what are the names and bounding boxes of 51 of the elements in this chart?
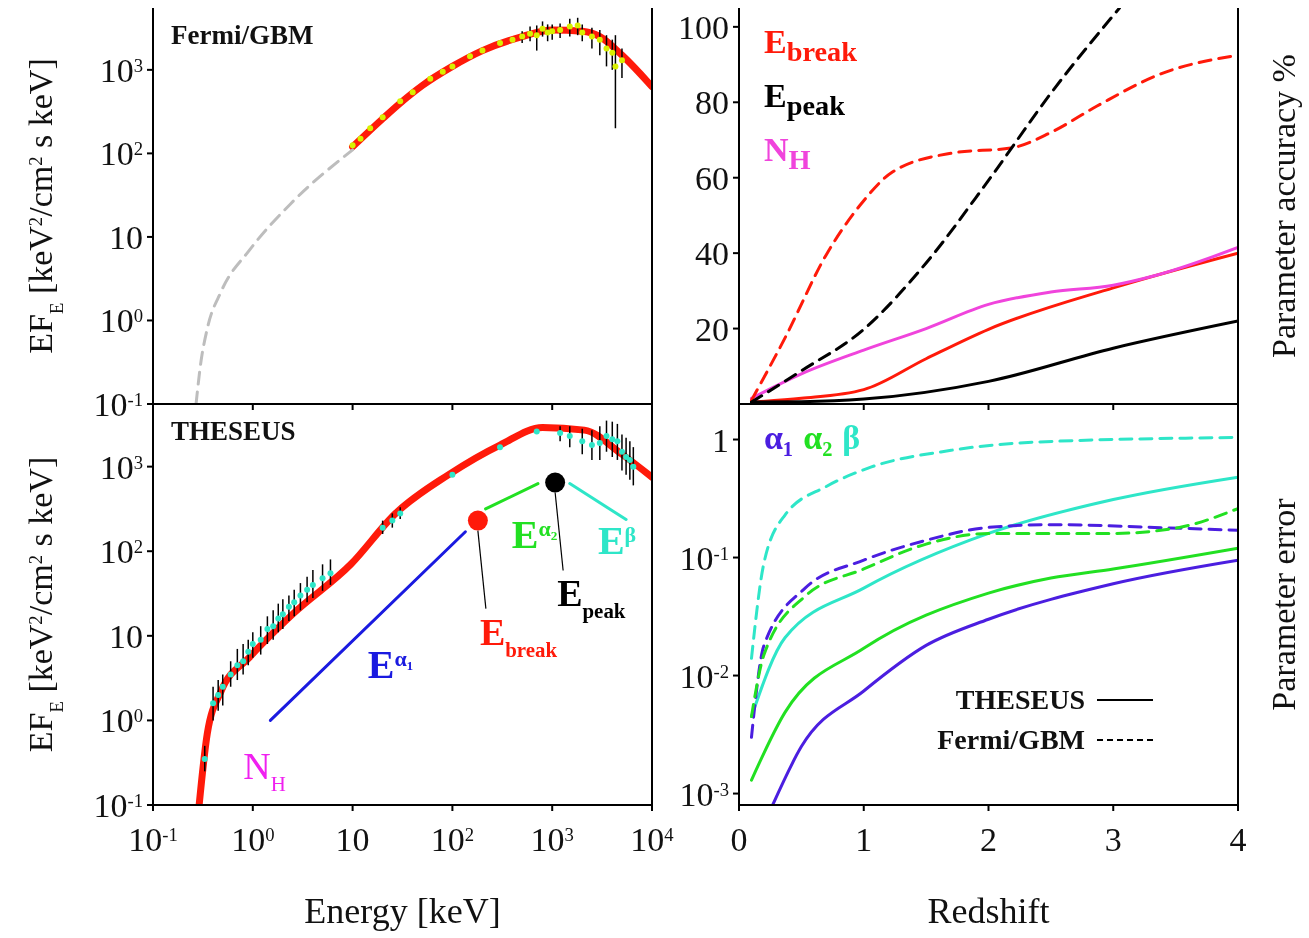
annotation: E$^{α₁}$ (367, 642, 414, 688)
annotation: E$_{peak}$ (557, 572, 626, 624)
y-tick-label: 10 (109, 617, 143, 655)
text: α₂ (803, 418, 833, 458)
y-tick-label: 10$^{-3}$ (679, 775, 729, 813)
line-series (749, 546, 1238, 782)
y-axis-title: Parameter accuracy % (1265, 54, 1302, 358)
y-tick-label: 10$^{3}$ (99, 51, 143, 89)
y-tick-label: 10$^{2}$ (99, 533, 143, 571)
annotation: E$^{α₂}$ (511, 512, 558, 558)
x-axis-title: Energy [keV] (304, 891, 501, 931)
text: E$_{break}$ (764, 22, 857, 69)
annotation: Fermi/GBM (937, 723, 1085, 757)
x-tick-label: 10 (335, 821, 370, 858)
annotation: N$_{H}$ (243, 744, 286, 796)
x-tick-label: 2 (980, 821, 997, 858)
x-tick-label: 10$^{4}$ (630, 821, 675, 858)
y-tick-label: 100 (678, 8, 729, 46)
annotation: THESEUS (954, 683, 1085, 717)
x-tick-label: 4 (1229, 821, 1247, 858)
y-tick-label: 10$^{3}$ (99, 448, 143, 486)
text: β (842, 418, 861, 458)
y-tick-label: 10$^{0}$ (99, 302, 143, 340)
y-tick-label: 80 (695, 84, 729, 122)
annotation: E$^{β}$ (597, 517, 637, 563)
y-tick-label: 10$^{-1}$ (93, 787, 143, 824)
annotation: E$_{break}$ (479, 610, 558, 662)
x-tick-label: 10$^{3}$ (530, 821, 574, 858)
text: α₁ (764, 418, 794, 458)
y-tick-label: 10$^{2}$ (99, 135, 143, 173)
y-tick-label: 40 (695, 235, 729, 273)
y-tick-label: 20 (695, 310, 729, 348)
chart-title: Fermi/GBM (171, 20, 314, 51)
x-tick-label: 3 (1104, 821, 1122, 858)
text: E$_{peak}$ (764, 75, 845, 123)
x-tick-label: 1 (855, 821, 873, 858)
y-tick-label: 1 (712, 421, 729, 459)
x-tick-label: 10$^{0}$ (231, 821, 275, 858)
text: THESEUS (171, 416, 296, 447)
y-tick-label: 10$^{-1}$ (93, 386, 143, 423)
y-tick-label: 10$^{-2}$ (679, 657, 729, 695)
x-tick-label: 0 (730, 821, 748, 858)
y-tick-label: 10 (109, 218, 143, 256)
text: N$_{H}$ (764, 129, 811, 177)
y-axis-title: Parameter error (1265, 497, 1302, 711)
y-tick-label: 10$^{0}$ (99, 702, 143, 740)
y-tick-label: 60 (695, 159, 729, 197)
line-series (771, 558, 1238, 805)
y-tick-label: 10$^{-1}$ (679, 539, 729, 577)
x-axis-title: Redshift (927, 891, 1050, 931)
x-tick-label: 10$^{2}$ (430, 821, 475, 858)
